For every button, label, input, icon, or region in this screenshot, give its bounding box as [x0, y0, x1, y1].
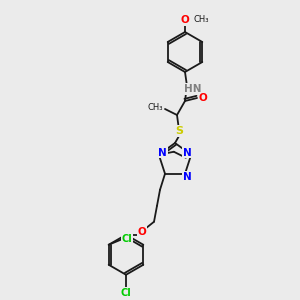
Text: HN: HN	[184, 84, 202, 94]
Text: O: O	[181, 15, 189, 25]
Text: S: S	[175, 126, 183, 136]
Text: N: N	[183, 172, 191, 182]
Text: O: O	[199, 93, 207, 103]
Text: N: N	[158, 148, 167, 158]
Text: O: O	[138, 227, 146, 237]
Text: CH₃: CH₃	[148, 103, 163, 112]
Text: CH₃: CH₃	[194, 16, 209, 25]
Text: N: N	[183, 148, 191, 158]
Text: Cl: Cl	[121, 234, 132, 244]
Text: Cl: Cl	[121, 288, 131, 298]
